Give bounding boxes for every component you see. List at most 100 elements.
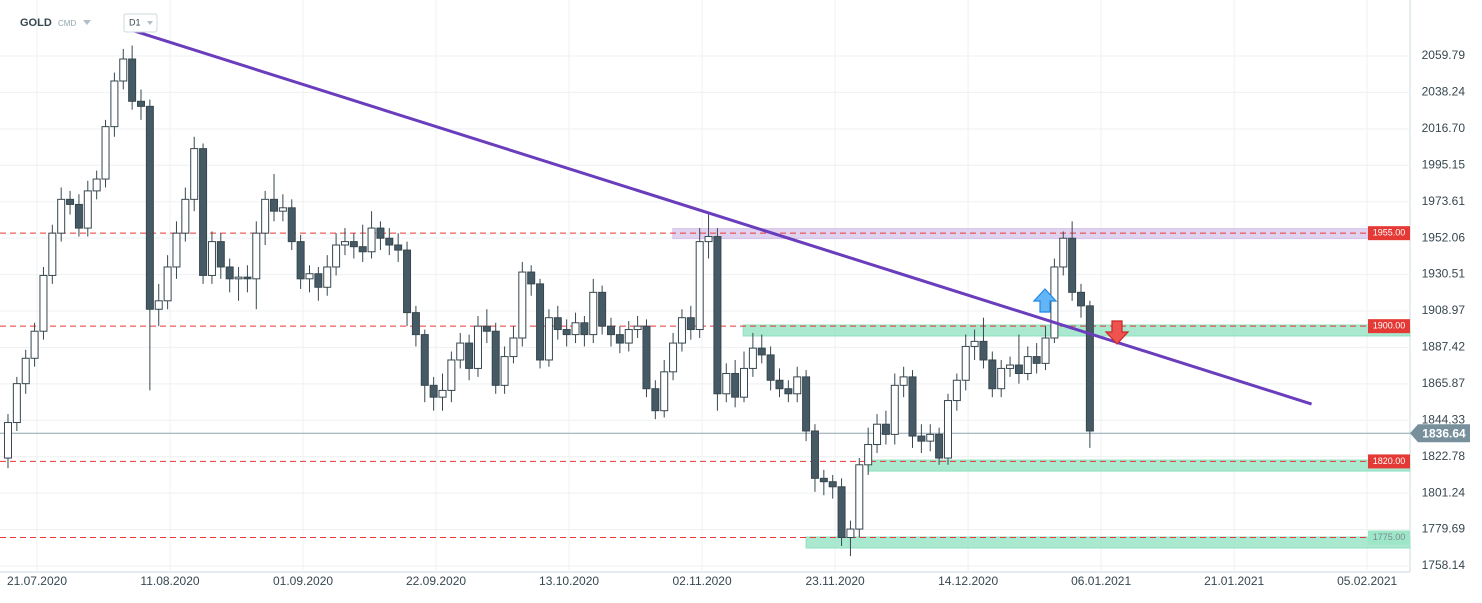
candle-body bbox=[1032, 356, 1041, 364]
candle-body bbox=[243, 276, 252, 280]
y-tick-label: 1801.24 bbox=[1422, 485, 1466, 499]
candle-body bbox=[207, 241, 216, 276]
candle-body bbox=[172, 232, 181, 268]
candle-body bbox=[1041, 337, 1050, 364]
candle-body bbox=[695, 241, 704, 331]
x-tick-label: 13.10.2020 bbox=[539, 574, 599, 588]
plot bbox=[3, 28, 1313, 557]
candle-body bbox=[624, 329, 633, 344]
candle-body bbox=[997, 367, 1006, 390]
market-dropdown[interactable] bbox=[83, 20, 91, 25]
level-label: 1900.00 bbox=[1373, 321, 1406, 331]
candle-body bbox=[766, 354, 775, 381]
candle-body bbox=[908, 376, 917, 437]
candle-body bbox=[261, 198, 270, 234]
candle-body bbox=[775, 379, 784, 390]
current-price-box bbox=[1410, 424, 1470, 443]
candle-body bbox=[961, 345, 970, 381]
y-tick-label: 1822.78 bbox=[1422, 449, 1466, 463]
candle-body bbox=[855, 464, 864, 530]
candle-body bbox=[562, 329, 571, 336]
candle-body bbox=[571, 322, 580, 336]
candle-body bbox=[846, 528, 855, 539]
candle-body bbox=[270, 198, 279, 212]
candle-body bbox=[748, 347, 757, 369]
candle-body bbox=[580, 322, 589, 336]
candle-body bbox=[39, 274, 48, 332]
candle-body bbox=[864, 444, 873, 466]
candle-body bbox=[970, 340, 979, 347]
candle-body bbox=[491, 330, 500, 386]
interval-box[interactable] bbox=[123, 13, 158, 33]
interval[interactable]: D1 bbox=[129, 17, 141, 27]
candle-body bbox=[1077, 291, 1085, 307]
y-tick-label: 1865.87 bbox=[1422, 376, 1466, 390]
candle-body bbox=[154, 300, 163, 310]
candle-body bbox=[1023, 356, 1032, 374]
sell-arrow bbox=[1104, 320, 1130, 345]
candle-body bbox=[438, 389, 447, 398]
candle-body bbox=[429, 384, 438, 398]
candle-body bbox=[332, 244, 341, 268]
candle-body bbox=[314, 273, 323, 288]
y-tick-label: 1908.97 bbox=[1422, 303, 1466, 317]
candle-body bbox=[3, 422, 12, 459]
candle-body bbox=[128, 58, 137, 102]
candle-body bbox=[881, 423, 890, 435]
candle-body bbox=[340, 241, 349, 246]
candle-body bbox=[376, 227, 385, 239]
x-tick-label: 01.09.2020 bbox=[273, 574, 333, 588]
candle-body bbox=[917, 435, 926, 442]
candle-body bbox=[473, 325, 482, 369]
x-tick-label: 14.12.2020 bbox=[938, 574, 998, 588]
buy-arrow bbox=[1032, 288, 1058, 313]
candle-body bbox=[181, 198, 190, 234]
candle-body bbox=[979, 340, 988, 361]
y-tick-label: 1973.61 bbox=[1422, 194, 1466, 208]
candle-body bbox=[890, 384, 899, 435]
candle-body bbox=[810, 430, 819, 479]
candle-body bbox=[137, 100, 145, 107]
level-label-box bbox=[1368, 454, 1410, 469]
candle-body bbox=[713, 236, 722, 395]
candle-body bbox=[731, 372, 740, 398]
candle-body bbox=[544, 317, 553, 361]
candle-body bbox=[163, 266, 172, 302]
candle-body bbox=[225, 266, 234, 280]
candle-body bbox=[323, 266, 332, 288]
y-tick-label: 2016.70 bbox=[1422, 121, 1466, 135]
candle-body bbox=[74, 203, 83, 229]
interval-dropdown[interactable] bbox=[147, 21, 153, 25]
candle-body bbox=[367, 227, 376, 253]
candle-body bbox=[873, 423, 882, 446]
candle-body bbox=[482, 325, 491, 332]
candle-body bbox=[518, 271, 527, 339]
candle-body bbox=[447, 359, 456, 391]
candle-body bbox=[305, 273, 314, 280]
y-tick-label: 1758.14 bbox=[1422, 558, 1466, 572]
candle-body bbox=[988, 359, 997, 390]
candle-body bbox=[651, 388, 660, 412]
candle-body bbox=[536, 283, 545, 361]
candle-body bbox=[287, 207, 296, 243]
x-tick-label: 05.02.2021 bbox=[1337, 574, 1397, 588]
candle-body bbox=[740, 367, 749, 398]
candle-body bbox=[411, 312, 420, 336]
candle-body bbox=[465, 342, 474, 369]
candle-body bbox=[598, 291, 607, 327]
candle-body bbox=[403, 249, 412, 314]
market[interactable]: CMD bbox=[58, 19, 76, 28]
candle-body bbox=[935, 433, 944, 459]
candle-body bbox=[92, 178, 101, 192]
candle-body bbox=[784, 388, 793, 395]
candle-body bbox=[660, 371, 669, 412]
candle-body bbox=[12, 383, 21, 424]
candle-body bbox=[119, 58, 128, 82]
candle-body bbox=[110, 80, 119, 128]
candle-body bbox=[952, 379, 961, 402]
zone bbox=[805, 536, 1411, 549]
candle-body bbox=[926, 433, 935, 442]
x-tick-label: 06.01.2021 bbox=[1071, 574, 1131, 588]
candle-body bbox=[704, 236, 713, 243]
x-tick-label: 11.08.2020 bbox=[140, 574, 199, 588]
